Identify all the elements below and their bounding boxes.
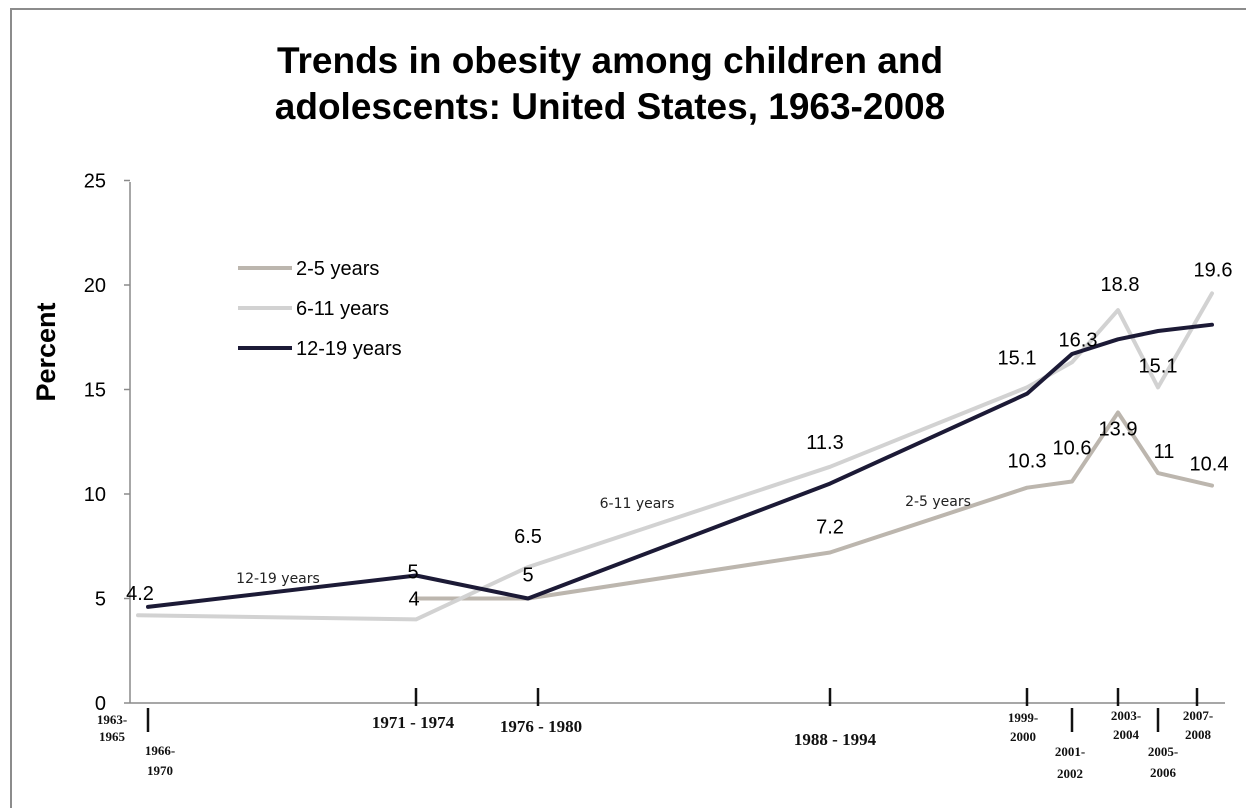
x-tick-label: 1966-1970 — [145, 743, 175, 778]
y-tick-label: 15 — [84, 380, 106, 402]
data-label: 13.9 — [1099, 418, 1138, 440]
x-tick-label: 2007-2008 — [1183, 708, 1213, 742]
y-tick-label: 10 — [84, 484, 106, 506]
y-tick-label: 20 — [84, 275, 106, 297]
y-tick-label: 0 — [95, 693, 106, 715]
chart-title: Trends in obesity among children and ado… — [274, 40, 946, 127]
data-label: 19.6 — [1194, 259, 1233, 281]
series-inline-label: 6-11 years — [600, 496, 675, 512]
legend-label: 6-11 years — [296, 298, 389, 320]
x-tick-label: 2003-2004 — [1111, 708, 1141, 742]
data-label: 10.6 — [1053, 437, 1092, 459]
data-label: 7.2 — [816, 517, 844, 539]
data-label: 10.3 — [1008, 451, 1047, 473]
y-axis-label: Percent — [31, 302, 61, 401]
data-label: 16.3 — [1059, 329, 1098, 351]
series-line-12-19-years — [146, 322, 1214, 609]
series-inline-label: 12-19 years — [236, 571, 320, 587]
data-label: 5 — [407, 562, 418, 584]
legend-label: 2-5 years — [296, 258, 379, 280]
data-label: 10.4 — [1190, 454, 1229, 476]
series-line-6-11-years — [136, 291, 1214, 622]
data-label: 6.5 — [514, 526, 542, 548]
series-line-2-5-years — [414, 410, 1214, 601]
data-label: 15.1 — [998, 347, 1037, 369]
x-tick-label: 1963-1965 — [97, 712, 127, 744]
legend-label: 12-19 years — [296, 338, 402, 360]
y-tick-label: 25 — [84, 171, 106, 193]
chart-frame — [10, 8, 1246, 808]
data-label: 11.3 — [806, 432, 843, 454]
x-tick-label: 2001-2002 — [1055, 744, 1085, 781]
data-label: 4 — [408, 588, 419, 610]
data-label: 5 — [522, 565, 533, 587]
x-tick-label: 1976 - 1980 — [500, 717, 582, 736]
x-tick-label: 2005-2006 — [1148, 744, 1178, 780]
series-inline-label: 2-5 years — [905, 494, 971, 510]
data-label: 18.8 — [1101, 274, 1140, 296]
x-tick-label: 1971 - 1974 — [372, 713, 455, 732]
data-label: 4.2 — [126, 583, 154, 605]
data-label: 15.1 — [1139, 355, 1178, 377]
x-tick-label: 1999-2000 — [1008, 710, 1038, 744]
y-tick-label: 5 — [95, 589, 106, 611]
x-tick-label: 1988 - 1994 — [794, 730, 877, 749]
data-label: 11 — [1154, 441, 1175, 463]
